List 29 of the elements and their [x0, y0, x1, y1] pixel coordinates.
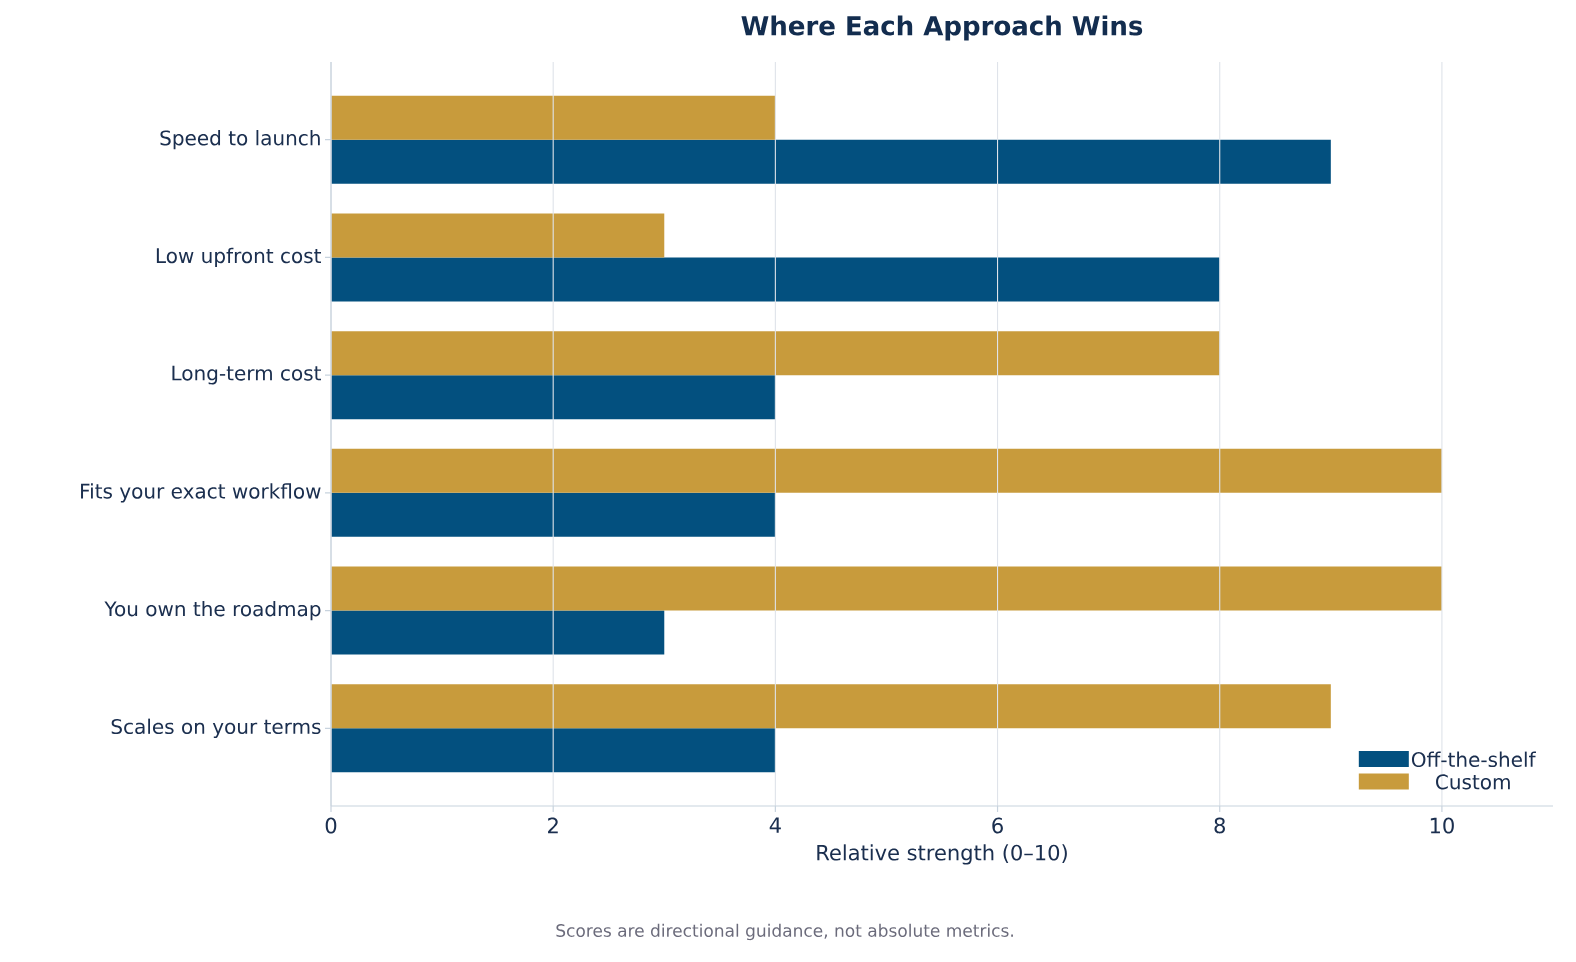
y-tick-label: Long-term cost [172, 365, 321, 385]
bar [331, 492, 776, 537]
bar [331, 610, 665, 655]
x-tick-label: 10 [1430, 817, 1454, 834]
y-tick-label: You own the roadmap [104, 600, 321, 621]
x-tick-label: 0 [325, 817, 337, 834]
bar [331, 257, 1220, 302]
y-tick-label: Fits your exact workflow [81, 483, 321, 503]
bar [331, 448, 1442, 493]
y-tick-label: Speed to launch [160, 130, 320, 150]
y-tick-label: Scales on your terms [111, 718, 321, 738]
bar [331, 728, 776, 773]
bar [331, 139, 1331, 184]
x-tick-label: 6 [992, 817, 1003, 834]
text: Scores are directional guidance, not absolute metrics. [556, 923, 1013, 941]
bar [331, 331, 1220, 376]
legend-label: Off-the-shelf [1411, 751, 1536, 768]
chart-title: Where Each Approach Wins [741, 15, 1143, 41]
bar [331, 95, 776, 140]
y-tick-label: Low upfront cost [156, 247, 321, 268]
bar [331, 684, 1331, 729]
x-tick-label: 8 [1214, 817, 1225, 834]
bar [331, 213, 665, 258]
x-tick-label: 4 [769, 817, 781, 833]
x-axis-title: Relative strength (0–10) [817, 844, 1067, 865]
bar [331, 375, 776, 420]
legend-label: Custom [1436, 774, 1510, 790]
x-tick-label: 2 [548, 817, 558, 834]
bar [331, 566, 1442, 611]
